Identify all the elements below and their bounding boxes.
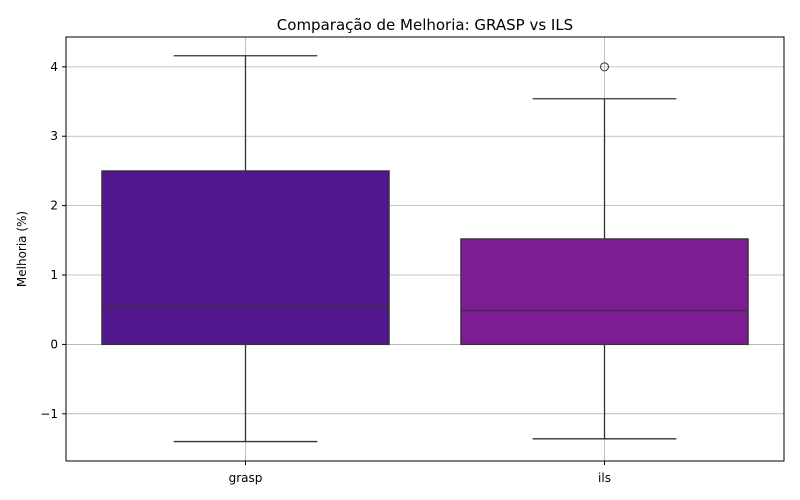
chart-title: Comparação de Melhoria: GRASP vs ILS (277, 16, 573, 34)
plot-frame (65, 36, 785, 462)
y-tick-label: 1 (50, 268, 58, 282)
tick-labels: −1 0 1 2 3 4 grasp ils (40, 60, 611, 485)
y-axis-label: Melhoria (%) (15, 211, 29, 287)
y-tick-label: −1 (40, 407, 58, 421)
x-tick-label: ils (598, 471, 611, 485)
iqr-box (101, 170, 390, 346)
box-ils (460, 62, 749, 440)
y-tick-label: 2 (50, 199, 58, 213)
x-tick-label: grasp (229, 471, 263, 485)
y-tick-label: 4 (50, 60, 58, 74)
y-tick-label: 3 (50, 129, 58, 143)
y-tick-label: 0 (50, 337, 58, 351)
iqr-box (460, 238, 749, 346)
outlier-point (600, 62, 609, 72)
boxes (101, 55, 749, 443)
box-grasp (101, 55, 390, 443)
